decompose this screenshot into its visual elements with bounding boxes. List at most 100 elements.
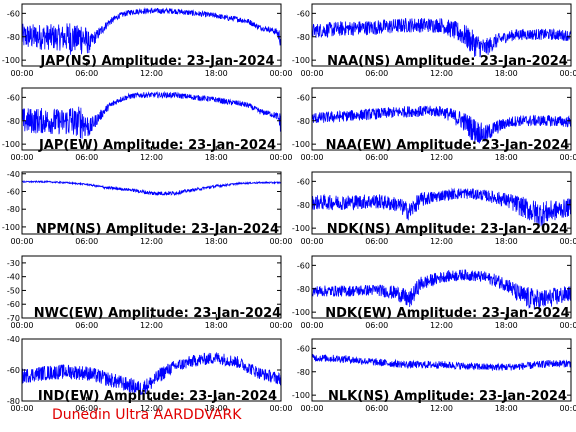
- x-tick-label: 12:00: [430, 153, 453, 162]
- panel-title: NPM(NS) Amplitude: 23-Jan-2024: [36, 222, 279, 237]
- x-tick-label: 12:00: [430, 237, 453, 246]
- x-tick-label: 18:00: [495, 404, 518, 413]
- x-tick-label: 00:00: [559, 237, 576, 246]
- x-tick-label: 12:00: [140, 404, 163, 413]
- x-tick-label: 00:00: [10, 69, 33, 78]
- series-trace: [312, 105, 571, 144]
- x-tick-label: 12:00: [140, 237, 163, 246]
- y-tick-label: -40: [7, 273, 20, 282]
- x-tick-label: 18:00: [495, 153, 518, 162]
- y-tick-label: -100: [292, 308, 310, 317]
- y-tick-label: -80: [297, 285, 310, 294]
- y-tick-label: -60: [7, 187, 20, 196]
- series-trace: [22, 7, 281, 55]
- series-trace: [312, 269, 571, 312]
- y-tick-label: -60: [297, 93, 310, 102]
- x-tick-label: 18:00: [495, 321, 518, 330]
- y-tick-label: -100: [292, 224, 310, 233]
- x-tick-label: 06:00: [365, 404, 388, 413]
- x-tick-label: 00:00: [10, 321, 33, 330]
- panel-title: NDK(NS) Amplitude: 23-Jan-2024: [327, 222, 568, 237]
- y-tick-label: -80: [297, 33, 310, 42]
- x-tick-label: 12:00: [140, 321, 163, 330]
- y-tick-label: -50: [7, 286, 20, 295]
- panel-title: IND(EW) Amplitude: 23-Jan-2024: [38, 389, 277, 404]
- series-trace: [312, 17, 571, 58]
- panel-10: -60-80-10000:0006:0012:0018:0000:00NLK(N…: [292, 338, 576, 413]
- x-tick-label: 18:00: [495, 69, 518, 78]
- panel-title: NAA(NS) Amplitude: 23-Jan-2024: [327, 54, 568, 69]
- x-tick-label: 06:00: [75, 69, 98, 78]
- x-tick-label: 18:00: [495, 237, 518, 246]
- series-trace: [22, 90, 281, 139]
- x-tick-label: 12:00: [430, 69, 453, 78]
- x-tick-label: 12:00: [430, 404, 453, 413]
- x-tick-label: 12:00: [140, 69, 163, 78]
- panel-6: -60-80-10000:0006:0012:0018:0000:00NDK(N…: [292, 171, 576, 246]
- x-tick-label: 18:00: [205, 404, 228, 413]
- panel-title: NDK(EW) Amplitude: 23-Jan-2024: [325, 306, 569, 321]
- y-tick-label: -80: [297, 117, 310, 126]
- series-trace: [312, 354, 571, 371]
- x-tick-label: 06:00: [365, 153, 388, 162]
- x-tick-label: 12:00: [430, 321, 453, 330]
- y-tick-label: -30: [7, 259, 20, 268]
- panel-2: -60-80-10000:0006:0012:0018:0000:00NAA(N…: [292, 3, 576, 78]
- y-tick-label: -80: [7, 117, 20, 126]
- y-tick-label: -60: [297, 344, 310, 353]
- x-tick-label: 18:00: [205, 237, 228, 246]
- y-tick-label: -60: [7, 9, 20, 18]
- y-tick-label: -40: [7, 170, 20, 179]
- series-trace: [22, 352, 281, 396]
- panel-title: NAA(EW) Amplitude: 23-Jan-2024: [326, 138, 570, 153]
- footer-label: Dunedin Ultra AARDDVARK: [52, 407, 242, 423]
- y-tick-label: -60: [297, 261, 310, 270]
- y-tick-label: -60: [297, 9, 310, 18]
- x-tick-label: 12:00: [140, 153, 163, 162]
- x-tick-label: 00:00: [300, 237, 323, 246]
- x-tick-label: 00:00: [559, 321, 576, 330]
- x-tick-label: 00:00: [300, 321, 323, 330]
- y-tick-label: -80: [297, 368, 310, 377]
- x-tick-label: 18:00: [205, 321, 228, 330]
- panel-title: NWC(EW) Amplitude: 23-Jan-2024: [34, 306, 281, 321]
- y-tick-label: -60: [297, 177, 310, 186]
- panel-title: JAP(EW) Amplitude: 23-Jan-2024: [38, 138, 276, 153]
- series-trace: [312, 187, 571, 227]
- y-tick-label: -100: [2, 56, 20, 65]
- x-tick-label: 00:00: [269, 321, 292, 330]
- x-tick-label: 00:00: [559, 69, 576, 78]
- x-tick-label: 00:00: [10, 153, 33, 162]
- y-tick-label: -80: [297, 201, 310, 210]
- y-tick-label: -80: [7, 33, 20, 42]
- y-tick-label: -100: [2, 140, 20, 149]
- x-tick-label: 00:00: [10, 404, 33, 413]
- y-tick-label: -100: [292, 140, 310, 149]
- panel-8: -60 -80 -100 00:00 06:00 12:00 18:00 00:00NDK(E…: [292, 255, 576, 330]
- x-tick-label: 06:00: [365, 321, 388, 330]
- y-tick-label: -60: [7, 366, 20, 375]
- panel-title: NLK(NS) Amplitude: 23-Jan-2024: [328, 389, 567, 404]
- x-tick-label: 00:00: [559, 404, 576, 413]
- x-tick-label: 06:00: [75, 237, 98, 246]
- x-tick-label: 00:00: [300, 69, 323, 78]
- panel-4: -60 -80 -100 00:00 06:00 12:00 18:00 00:00NAA(E…: [292, 87, 576, 162]
- y-tick-label: -100: [292, 56, 310, 65]
- x-tick-label: 06:00: [75, 153, 98, 162]
- x-tick-label: 00:00: [10, 237, 33, 246]
- x-tick-label: 00:00: [300, 404, 323, 413]
- panel-title: JAP(NS) Amplitude: 23-Jan-2024: [39, 54, 274, 69]
- y-tick-label: -60: [7, 300, 20, 309]
- x-tick-label: 00:00: [269, 69, 292, 78]
- x-tick-label: 18:00: [205, 153, 228, 162]
- y-tick-label: -80: [7, 205, 20, 214]
- x-tick-label: 18:00: [205, 69, 228, 78]
- y-tick-label: -80: [7, 397, 20, 406]
- x-tick-label: 06:00: [75, 321, 98, 330]
- x-tick-label: 00:00: [559, 153, 576, 162]
- panel-5: -40 -60 -80 -100 00:00 06:00 12:00 18:00 00:00NP…: [2, 170, 293, 246]
